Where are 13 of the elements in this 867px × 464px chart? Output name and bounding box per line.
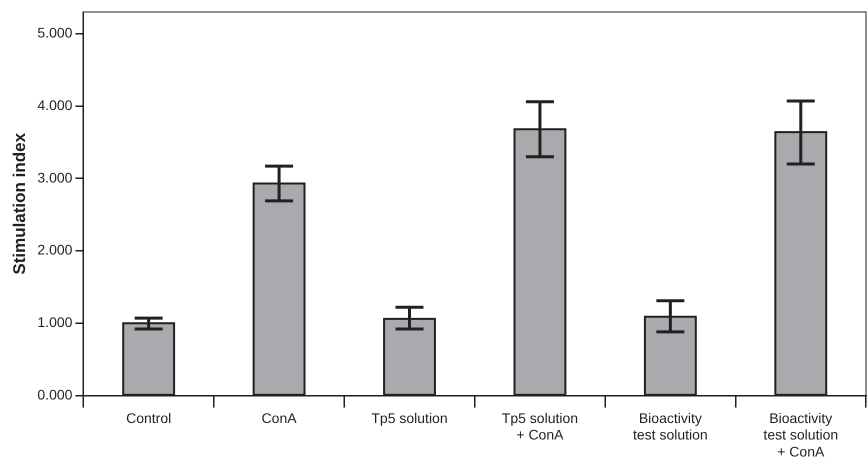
x-tick-label: Tp5 solution + ConA: [502, 410, 578, 443]
y-tick-label: 2.000: [37, 242, 73, 258]
x-tick-label: Control: [126, 410, 172, 426]
y-tick-label: 3.000: [37, 169, 73, 186]
x-tick-label: Bioactivity test solution + ConA: [763, 410, 838, 460]
x-tick-label: Bioactivity test solution: [633, 410, 708, 443]
y-axis-title: Stimulation index: [10, 132, 29, 275]
x-tick-label: ConA: [262, 410, 298, 426]
y-tick-label: 5.000: [37, 24, 73, 41]
y-tick-label: 4.000: [37, 96, 73, 113]
y-tick-label: 1.000: [37, 314, 73, 330]
x-tick-label: Tp5 solution: [371, 410, 448, 426]
y-tick-label: 0.000: [37, 386, 73, 402]
